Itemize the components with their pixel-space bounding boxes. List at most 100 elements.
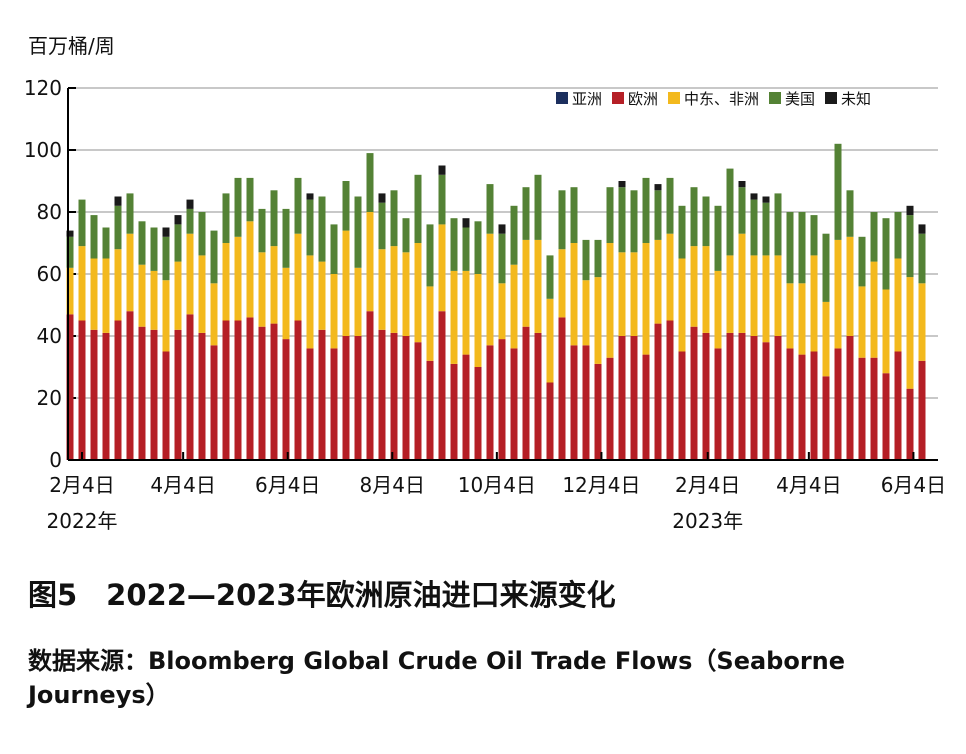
bar-segment: [834, 348, 842, 460]
bar-segment: [594, 239, 602, 278]
bar-segment: [246, 221, 254, 318]
bar-segment: [714, 205, 722, 271]
x-year-label: 2023年: [672, 509, 743, 533]
x-tick-label: 10月4日: [458, 473, 536, 497]
bar-segment: [198, 332, 206, 460]
bar-segment: [186, 233, 194, 315]
legend-label: 未知: [841, 90, 871, 108]
bar-segment: [294, 233, 302, 321]
bar-segment: [162, 227, 170, 237]
bar-segment: [354, 196, 362, 268]
y-tick-label: 80: [37, 200, 62, 224]
bar-segment: [258, 326, 266, 460]
bar-segment: [918, 283, 926, 361]
bar-segment: [894, 212, 902, 259]
stacked-bar-chart: 0 20 40 60 80 100 120 2月4日 2022年 4月4日 6月4日 8月4日 10月4…: [24, 76, 946, 533]
legend-label: 欧洲: [628, 90, 658, 108]
bar-segment: [246, 177, 254, 222]
bar-segment: [762, 196, 770, 203]
bar-segment: [210, 283, 218, 346]
bar-segment: [738, 233, 746, 333]
x-tick-label: 6月4日: [881, 473, 946, 497]
bar-segment: [630, 252, 638, 336]
bar-segment: [234, 320, 242, 460]
bar-segment: [654, 323, 662, 460]
bar-segment: [558, 317, 566, 460]
y-tick-label: 40: [37, 324, 62, 348]
bar-segment: [294, 177, 302, 234]
bar-segment: [210, 345, 218, 460]
bar-segment: [414, 243, 422, 343]
bar-segment: [126, 311, 134, 460]
bar-segment: [510, 264, 518, 349]
bar-segment: [834, 143, 842, 240]
bar-segment: [738, 187, 746, 234]
bar-segment: [570, 187, 578, 243]
bar-segment: [102, 258, 110, 333]
bar-segment: [462, 227, 470, 271]
bar-segment: [870, 261, 878, 358]
bar-segment: [138, 264, 146, 327]
bar-segment: [846, 336, 854, 460]
bar-segment: [690, 326, 698, 460]
bar-segment: [606, 243, 614, 358]
bar-segment: [438, 174, 446, 225]
legend-label: 中东、非洲: [684, 90, 759, 108]
bar-segment: [894, 351, 902, 460]
bar-segment: [918, 360, 926, 460]
bar-segment: [594, 277, 602, 364]
bar-segment: [138, 326, 146, 460]
bar-segment: [702, 196, 710, 247]
bar-segment: [558, 249, 566, 318]
bar-segment: [906, 215, 914, 278]
bar-segment: [774, 255, 782, 336]
bar-segment: [522, 187, 530, 240]
bar-segment: [774, 336, 782, 460]
figure-title: 图5 2022—2023年欧洲原油进口来源变化: [28, 578, 616, 612]
bar-segment: [918, 224, 926, 234]
bar-segment: [426, 224, 434, 287]
bar-segment: [198, 255, 206, 333]
y-tick-label: 20: [37, 386, 62, 410]
bar-segment: [126, 233, 134, 312]
legend-swatch: [556, 92, 568, 104]
bar-segment: [162, 351, 170, 460]
bar-segment: [102, 332, 110, 460]
y-tick-label: 60: [37, 262, 62, 286]
bar-segment: [402, 218, 410, 253]
bar-segment: [222, 320, 230, 460]
bar-segment: [786, 212, 794, 284]
bar-segment: [174, 215, 182, 225]
bar-segment: [606, 357, 614, 460]
bar-segment: [918, 233, 926, 284]
bar-segment: [258, 208, 266, 253]
bar-segment: [114, 196, 122, 206]
bar-segment: [534, 239, 542, 333]
bar-segment: [78, 246, 86, 321]
x-tick-label: 6月4日: [255, 473, 320, 497]
bar-segment: [630, 336, 638, 460]
bar-segment: [498, 233, 506, 284]
bar-segment: [378, 193, 386, 203]
bar-segment: [558, 190, 566, 250]
bar-segment: [78, 320, 86, 460]
bar-segment: [714, 270, 722, 349]
x-tick-label: 2月4日: [49, 473, 114, 497]
bar-segment: [858, 357, 866, 460]
bar-segment: [342, 336, 350, 460]
bar-segment: [102, 227, 110, 259]
bar-segment: [642, 354, 650, 460]
bar-segment: [438, 224, 446, 312]
bar-segment: [306, 255, 314, 349]
bar-segment: [846, 190, 854, 237]
bar-segment: [822, 233, 830, 302]
bar-segment: [750, 255, 758, 336]
bar-segment: [114, 205, 122, 250]
bar-segment: [330, 348, 338, 460]
bar-segment: [414, 174, 422, 243]
bar-segment: [390, 190, 398, 247]
bar-segment: [270, 323, 278, 460]
bar-segment: [426, 286, 434, 361]
bar-segment: [150, 329, 158, 460]
bar-segment: [666, 320, 674, 460]
